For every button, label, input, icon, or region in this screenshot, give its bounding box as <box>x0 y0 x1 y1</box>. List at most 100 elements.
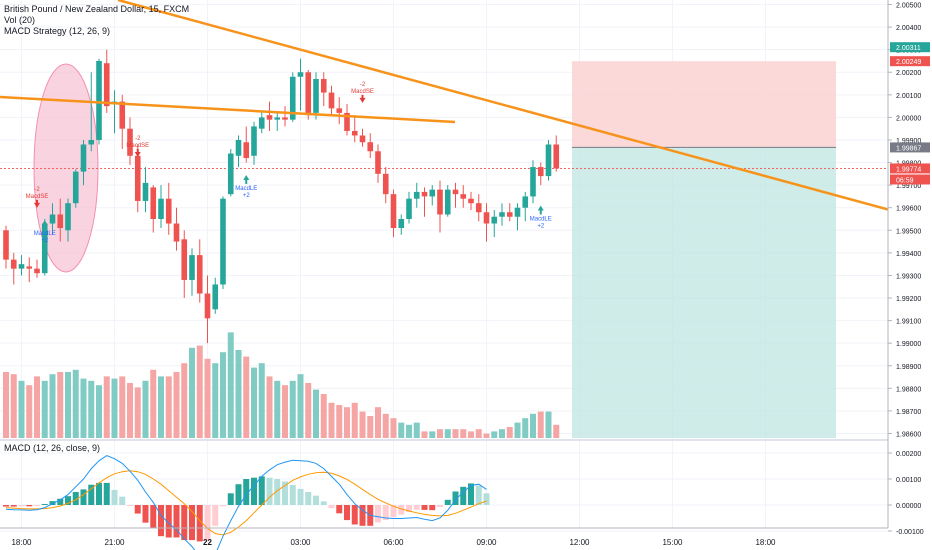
candle-body[interactable] <box>49 214 56 224</box>
candle-body[interactable] <box>475 203 482 213</box>
candle-body[interactable] <box>158 198 164 219</box>
candle-body[interactable] <box>351 130 358 136</box>
candle-body[interactable] <box>181 239 188 280</box>
candle-body[interactable] <box>305 72 312 116</box>
volume-bar <box>227 332 234 438</box>
candle-body[interactable] <box>220 198 226 285</box>
candle-body[interactable] <box>530 167 536 197</box>
candle-body[interactable] <box>88 139 95 145</box>
candle-body[interactable] <box>313 79 319 113</box>
candle-body[interactable] <box>514 207 521 217</box>
candle-body[interactable] <box>297 72 304 77</box>
candle-body[interactable] <box>413 191 420 199</box>
candle-body[interactable] <box>460 194 467 199</box>
candle-body[interactable] <box>65 203 71 231</box>
price-badge[interactable] <box>890 174 930 185</box>
price-badge[interactable] <box>890 142 930 153</box>
candle-body[interactable] <box>545 144 552 177</box>
candle-body[interactable] <box>344 112 350 131</box>
volume-bar <box>506 427 513 438</box>
volume-bar <box>65 372 71 438</box>
pane-separator[interactable] <box>0 439 932 441</box>
price-axis-background[interactable] <box>888 0 932 550</box>
macd-histogram-bar <box>282 481 288 505</box>
candle-body[interactable] <box>34 268 40 274</box>
macd-histogram-bar <box>49 501 56 505</box>
price-badge[interactable] <box>890 56 930 67</box>
candle-body[interactable] <box>96 60 102 140</box>
volume-bar <box>212 363 219 438</box>
candle-body[interactable] <box>452 189 459 195</box>
candle-body[interactable] <box>142 182 149 201</box>
candle-body[interactable] <box>537 167 544 177</box>
signal-short-label: MacdSE <box>351 89 374 95</box>
long-arrow-stem <box>539 210 542 215</box>
candle-body[interactable] <box>553 144 560 169</box>
volume-bar <box>491 431 498 438</box>
candle-body[interactable] <box>390 194 397 229</box>
candle-body[interactable] <box>491 216 498 224</box>
candle-body[interactable] <box>212 284 219 310</box>
candle-body[interactable] <box>437 189 443 215</box>
candle-body[interactable] <box>444 189 451 215</box>
trendline-descending[interactable] <box>117 0 891 212</box>
candle-body[interactable] <box>328 92 335 109</box>
macd-histogram-bar <box>421 505 428 510</box>
macd-tick-label: 0.00200 <box>896 451 921 458</box>
candle-body[interactable] <box>243 142 250 159</box>
candle-body[interactable] <box>282 117 288 120</box>
candle-body[interactable] <box>72 171 79 204</box>
candle-body[interactable] <box>189 255 195 280</box>
stop-loss-zone[interactable] <box>572 61 836 148</box>
price-badge[interactable] <box>890 163 930 174</box>
candle-body[interactable] <box>18 264 25 269</box>
candle-body[interactable] <box>266 115 273 120</box>
candle-body[interactable] <box>421 191 428 197</box>
candle-body[interactable] <box>235 139 242 156</box>
candle-body[interactable] <box>382 173 389 195</box>
candle-body[interactable] <box>3 230 9 260</box>
candle-body[interactable] <box>127 128 133 156</box>
take-profit-zone[interactable] <box>572 147 836 438</box>
volume-bar <box>375 407 381 438</box>
price-badge[interactable] <box>890 42 930 53</box>
candle-body[interactable] <box>375 151 381 174</box>
time-tick-label: 18:00 <box>11 538 32 547</box>
candle-body[interactable] <box>522 196 529 208</box>
candle-body[interactable] <box>26 266 33 269</box>
candle-body[interactable] <box>119 101 126 129</box>
candle-body[interactable] <box>429 189 436 197</box>
candle-body[interactable] <box>367 142 374 152</box>
candle-body[interactable] <box>204 293 211 319</box>
price-tick-label: 1.98900 <box>896 364 921 371</box>
candle-body[interactable] <box>506 212 513 217</box>
candle-body[interactable] <box>57 214 64 229</box>
candle-body[interactable] <box>227 153 234 195</box>
candle-body[interactable] <box>41 223 48 274</box>
candle-body[interactable] <box>134 155 141 201</box>
candle-body[interactable] <box>320 79 327 93</box>
trendline-horizontal[interactable] <box>0 95 456 124</box>
candle-body[interactable] <box>499 212 505 217</box>
candle-body[interactable] <box>483 212 490 224</box>
candle-body[interactable] <box>165 198 172 224</box>
candle-body[interactable] <box>173 223 180 242</box>
candle-body[interactable] <box>80 144 87 172</box>
candle-body[interactable] <box>274 117 281 120</box>
volume-bar <box>3 372 9 438</box>
candle-body[interactable] <box>398 219 405 229</box>
candle-body[interactable] <box>196 255 203 294</box>
candle-body[interactable] <box>150 187 157 219</box>
candle-body[interactable] <box>359 135 366 143</box>
candle-body[interactable] <box>251 126 257 156</box>
candle-body[interactable] <box>289 76 296 120</box>
candle-body[interactable] <box>468 198 474 204</box>
candle-body[interactable] <box>336 108 343 113</box>
candle-body[interactable] <box>406 198 412 219</box>
candle-body[interactable] <box>103 63 110 107</box>
candle-body[interactable] <box>258 117 265 129</box>
price-badge-label: 1.99867 <box>896 145 921 152</box>
candle-body[interactable] <box>10 259 17 269</box>
